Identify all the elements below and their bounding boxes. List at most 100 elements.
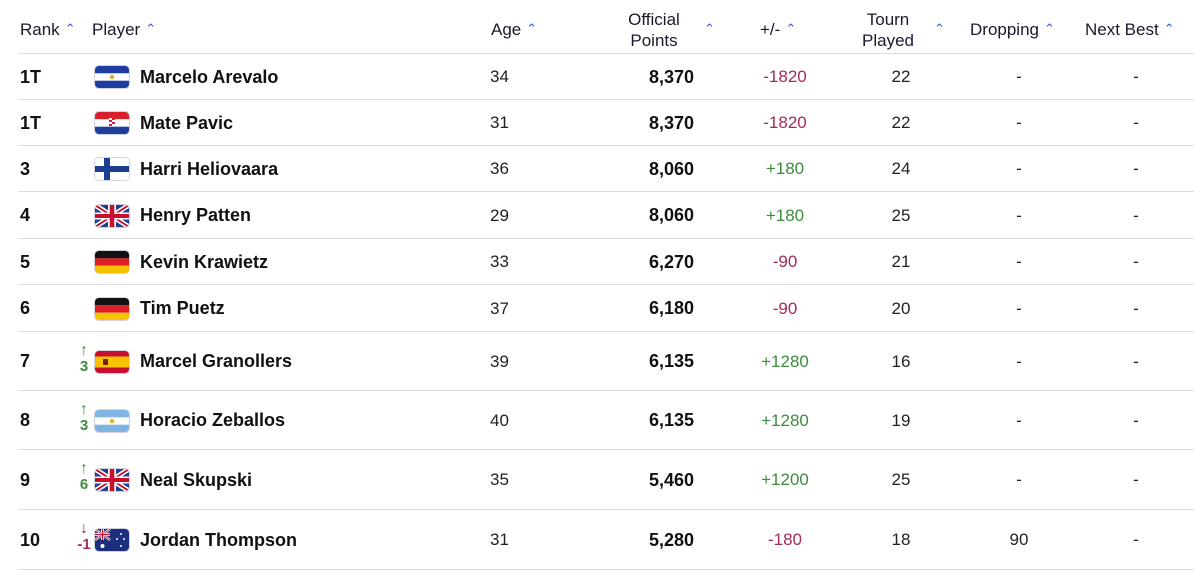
row-divider <box>18 390 1194 391</box>
sort-played-header[interactable]: Tourn Played ⌃ <box>856 8 945 52</box>
player-name-link[interactable]: Kevin Krawietz <box>140 251 269 272</box>
next-best-cell: - <box>1133 113 1139 132</box>
table-row[interactable]: 4 Henry Patten 29 8,060 +180 25 - - <box>0 192 1200 239</box>
header-divider <box>18 53 1194 54</box>
points-cell: 6,180 <box>648 298 694 318</box>
age-cell: 33 <box>490 252 509 271</box>
sort-next-best-header[interactable]: Next Best ⌃ <box>1085 18 1175 42</box>
sort-age-header[interactable]: Age ⌃ <box>491 18 537 42</box>
great-britain-flag-icon <box>94 468 130 492</box>
age-cell: 35 <box>490 470 509 489</box>
table-row[interactable]: 10 ↓ -1 Jordan Thompson 31 5,280 -180 18 … <box>0 510 1200 570</box>
arrow-up-icon: ↑ <box>80 401 88 418</box>
player-name-link[interactable]: Mate Pavic <box>140 112 234 133</box>
dropping-cell: - <box>1016 159 1022 178</box>
rank-cell: 5 <box>20 251 31 272</box>
finland-flag-icon <box>94 157 130 181</box>
player-name-link[interactable]: Tim Puetz <box>140 298 225 318</box>
rank-movement: ↑ 3 <box>74 402 94 434</box>
great-britain-flag-icon <box>94 204 130 228</box>
arrow-up-icon: ↑ <box>80 342 88 359</box>
plusminus-cell: +180 <box>765 205 805 225</box>
dropping-cell: - <box>1016 470 1022 489</box>
points-cell: 5,280 <box>648 529 694 550</box>
plusminus-cell: -1820 <box>763 67 807 86</box>
table-row[interactable]: 3 Harri Heliovaara 36 8,060 +180 24 - - <box>0 146 1200 192</box>
plusminus-cell: +1280 <box>761 410 809 430</box>
table-row[interactable]: 1T Mate Pavic 31 8,370 -1820 22 - - <box>0 100 1200 146</box>
chevron-up-icon: ⌃ <box>1044 21 1055 36</box>
player-name-link[interactable]: Neal Skupski <box>140 469 253 490</box>
tourn-played-cell: 16 <box>891 351 911 371</box>
table-row[interactable]: 9 ↑ 6 Neal Skupski 35 5,460 +1200 25 - - <box>0 450 1200 510</box>
player-name-link[interactable]: Harri Heliovaara <box>140 158 279 179</box>
sort-dropping-header[interactable]: Dropping ⌃ <box>970 18 1055 42</box>
row-divider <box>18 449 1194 450</box>
plusminus-cell: -180 <box>767 530 803 549</box>
header-played-line2: Played <box>862 31 914 50</box>
sort-player-header[interactable]: Player ⌃ <box>92 18 156 42</box>
australia-flag-icon <box>94 528 130 552</box>
age-cell: 29 <box>490 205 509 225</box>
player-name-link[interactable]: Henry Patten <box>140 205 252 225</box>
age-cell: 31 <box>490 113 509 132</box>
age-cell: 40 <box>490 410 509 430</box>
dropping-cell: - <box>1016 67 1022 86</box>
dropping-cell: - <box>1016 298 1022 318</box>
rank-cell: 8 <box>20 410 31 430</box>
table-row[interactable]: 6 Tim Puetz 37 6,180 -90 20 - - <box>0 285 1200 332</box>
tourn-played-cell: 19 <box>891 410 911 430</box>
rank-movement-value: 6 <box>79 476 89 493</box>
age-cell: 39 <box>490 351 509 371</box>
header-next-best-label: Next Best <box>1085 20 1159 39</box>
germany-flag-icon <box>94 297 130 321</box>
points-cell: 6,135 <box>648 410 694 430</box>
player-name-link[interactable]: Marcelo Arevalo <box>140 66 279 87</box>
header-rank-label: Rank <box>20 20 60 39</box>
arrow-up-icon: ↑ <box>80 460 88 477</box>
sort-points-header[interactable]: Official Points ⌃ <box>618 8 715 52</box>
spain-flag-icon <box>94 350 130 374</box>
next-best-cell: - <box>1133 252 1139 271</box>
plusminus-cell: -90 <box>772 298 798 318</box>
header-played-line1: Tourn <box>866 10 910 29</box>
table-row[interactable]: 8 ↑ 3 Horacio Zeballos 40 6,135 +1280 19 … <box>0 391 1200 450</box>
points-cell: 6,135 <box>648 351 694 371</box>
next-best-cell: - <box>1133 205 1139 225</box>
row-divider <box>18 99 1194 100</box>
dropping-cell: - <box>1016 351 1022 371</box>
tourn-played-cell: 25 <box>891 470 911 489</box>
rank-cell: 1T <box>20 66 42 87</box>
header-age-label: Age <box>491 20 522 39</box>
header-dropping-label: Dropping <box>970 20 1039 39</box>
arrow-down-icon: ↓ <box>80 520 88 537</box>
player-name-link[interactable]: Jordan Thompson <box>140 529 297 550</box>
rank-cell: 4 <box>20 205 31 225</box>
table-row[interactable]: 7 ↑ 3 Marcel Granollers 39 6,135 +1280 16… <box>0 332 1200 391</box>
sort-plusminus-header[interactable]: +/- ⌃ <box>760 18 796 42</box>
plusminus-cell: +1200 <box>761 470 809 489</box>
plusminus-cell: +1280 <box>761 351 809 371</box>
table-row[interactable]: 1T Marcelo Arevalo 34 8,370 -1820 22 - - <box>0 54 1200 100</box>
croatia-flag-icon <box>94 111 130 135</box>
row-divider <box>18 331 1194 332</box>
chevron-up-icon: ⌃ <box>934 21 945 36</box>
age-cell: 31 <box>490 530 509 549</box>
sort-rank-header[interactable]: Rank ⌃ <box>20 18 76 42</box>
player-name-link[interactable]: Marcel Granollers <box>140 351 293 371</box>
chevron-up-icon: ⌃ <box>64 21 76 36</box>
rank-cell: 3 <box>20 158 31 179</box>
table-row[interactable]: 5 Kevin Krawietz 33 6,270 -90 21 - - <box>0 239 1200 285</box>
dropping-cell: - <box>1016 410 1022 430</box>
next-best-cell: - <box>1133 298 1139 318</box>
age-cell: 37 <box>490 298 509 318</box>
next-best-cell: - <box>1133 159 1139 178</box>
chevron-up-icon: ⌃ <box>704 21 715 36</box>
plusminus-cell: -1820 <box>763 113 807 132</box>
tourn-played-cell: 20 <box>891 298 911 318</box>
tourn-played-cell: 21 <box>891 252 911 271</box>
dropping-cell: - <box>1016 113 1022 132</box>
points-cell: 8,370 <box>648 112 694 133</box>
player-name-link[interactable]: Horacio Zeballos <box>140 410 286 430</box>
